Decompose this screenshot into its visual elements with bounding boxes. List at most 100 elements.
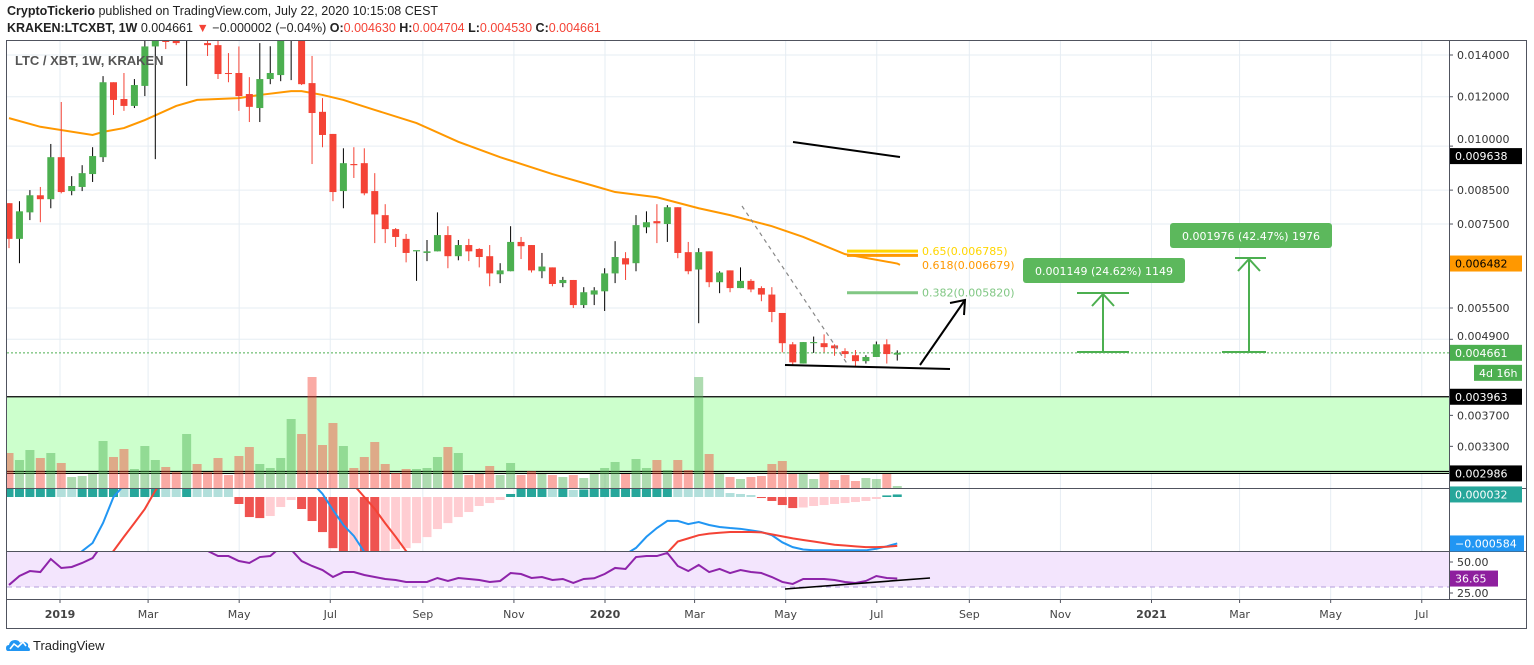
volume-bar [182, 434, 192, 488]
candle [674, 207, 682, 259]
macd-histogram-bar [213, 489, 223, 497]
candle [381, 204, 389, 244]
candle-body [235, 72, 243, 97]
volume-bar [861, 478, 871, 488]
candle [789, 342, 797, 366]
candle-body [7, 203, 13, 239]
candle-body [57, 157, 65, 193]
macd-histogram-bar [579, 489, 589, 497]
candle [162, 41, 170, 50]
macd-histogram-bar [694, 489, 704, 497]
candle [601, 268, 609, 311]
candle [528, 245, 535, 273]
time-axis[interactable]: 2019 Mar May Jul Sep Nov 2020 Mar May Jul Sep Nov 20… [45, 599, 1429, 621]
price-badge [1450, 535, 1524, 552]
chart-legend[interactable]: LTC / XBT, 1W, KRAKEN [15, 53, 164, 68]
macd-histogram-bar [474, 497, 484, 506]
macd-histogram-bar [485, 497, 495, 504]
volume-bar [621, 474, 631, 488]
candle-body [862, 356, 870, 362]
price-badge [1450, 465, 1522, 482]
candle-body [486, 256, 494, 274]
candle [757, 286, 765, 302]
candle [611, 241, 619, 284]
measure-2[interactable] [1222, 257, 1266, 353]
candle-body [224, 72, 232, 75]
macd-histogram-bar [7, 489, 14, 497]
price-badge-label: 0.004661 [1455, 347, 1508, 360]
tradingview-footer[interactable]: TradingView [6, 637, 105, 653]
rsi-divergence-trendline[interactable] [784, 577, 931, 590]
volume-bar [14, 460, 24, 488]
price-badge [1450, 570, 1498, 587]
candle-body [496, 270, 504, 275]
candle [68, 176, 76, 196]
axis-label: 0.003300 [1457, 440, 1510, 453]
candle [653, 204, 661, 244]
price-axis[interactable]: 0.014000 0.012000 0.010000 0.008500 0.007500… [1449, 49, 1510, 600]
candle-body [319, 111, 326, 135]
support-trendline[interactable] [784, 364, 951, 370]
price-badges: 0.009638 0.006482 0.004661 0.003963 0.002986… [1450, 148, 1524, 587]
candle [392, 228, 400, 247]
price-badge-label: 0.003963 [1455, 391, 1508, 404]
author-name[interactable]: CryptoTickerio [7, 4, 95, 18]
candle-body [789, 344, 797, 363]
time-label: 2020 [590, 608, 621, 621]
macd-histogram-bar [223, 489, 233, 497]
candle [559, 276, 567, 288]
signal-line [112, 489, 898, 551]
low-label: L: [468, 21, 480, 35]
resistance-trendline[interactable] [792, 141, 901, 158]
macd-histogram-bar [182, 489, 192, 497]
measure-1[interactable] [1077, 292, 1129, 353]
volume-bar [767, 464, 777, 488]
volume-bar [56, 463, 66, 488]
candle-body [89, 156, 97, 175]
descending-dashed-trendline[interactable] [741, 205, 849, 366]
price-badge [1450, 148, 1522, 165]
candle [454, 240, 462, 261]
candle [350, 147, 358, 178]
volume-bar [485, 466, 495, 488]
macd-histogram-bar [892, 494, 902, 497]
candle-body [454, 245, 462, 257]
breakout-arrow[interactable] [919, 298, 967, 366]
candle-body [893, 352, 901, 355]
macd-line [80, 489, 898, 551]
candle-body [47, 157, 55, 200]
candle [569, 279, 577, 309]
candle [319, 98, 326, 148]
price-badge [1450, 255, 1522, 272]
candle [402, 233, 410, 263]
macd-histogram-bar [506, 493, 516, 497]
macd-histogram-bar [610, 489, 620, 497]
candle-body [507, 241, 515, 272]
candle-body [162, 41, 170, 42]
candle-body [716, 272, 724, 283]
candle-body [36, 195, 44, 200]
volume-bar [119, 449, 129, 488]
volume-bar [600, 468, 610, 488]
volume-bar [129, 469, 139, 488]
candle [413, 250, 421, 281]
volume-bar [338, 446, 348, 488]
candle [538, 252, 546, 279]
macd-histogram-bar [443, 497, 453, 524]
macd-histogram-bar [328, 497, 338, 549]
candle [15, 201, 23, 264]
volume-bar [35, 458, 45, 488]
grid-lines [7, 41, 1449, 599]
volume-bar [756, 476, 766, 488]
close-value: 0.004661 [548, 21, 601, 35]
candle [507, 226, 515, 272]
candle [663, 205, 671, 242]
symbol-line: KRAKEN:LTCXBT, 1W 0.004661 ▼ −0.000002 (… [7, 21, 601, 35]
volume-bar [871, 479, 881, 488]
candle-body [444, 235, 452, 257]
macd-histogram-bar [244, 497, 254, 518]
macd-histogram-bar [286, 497, 296, 501]
volume-bar [7, 453, 14, 488]
fib-levels[interactable]: 0.65(0.006785)0.618(0.006679) 0.382(0.005… [847, 245, 1015, 300]
